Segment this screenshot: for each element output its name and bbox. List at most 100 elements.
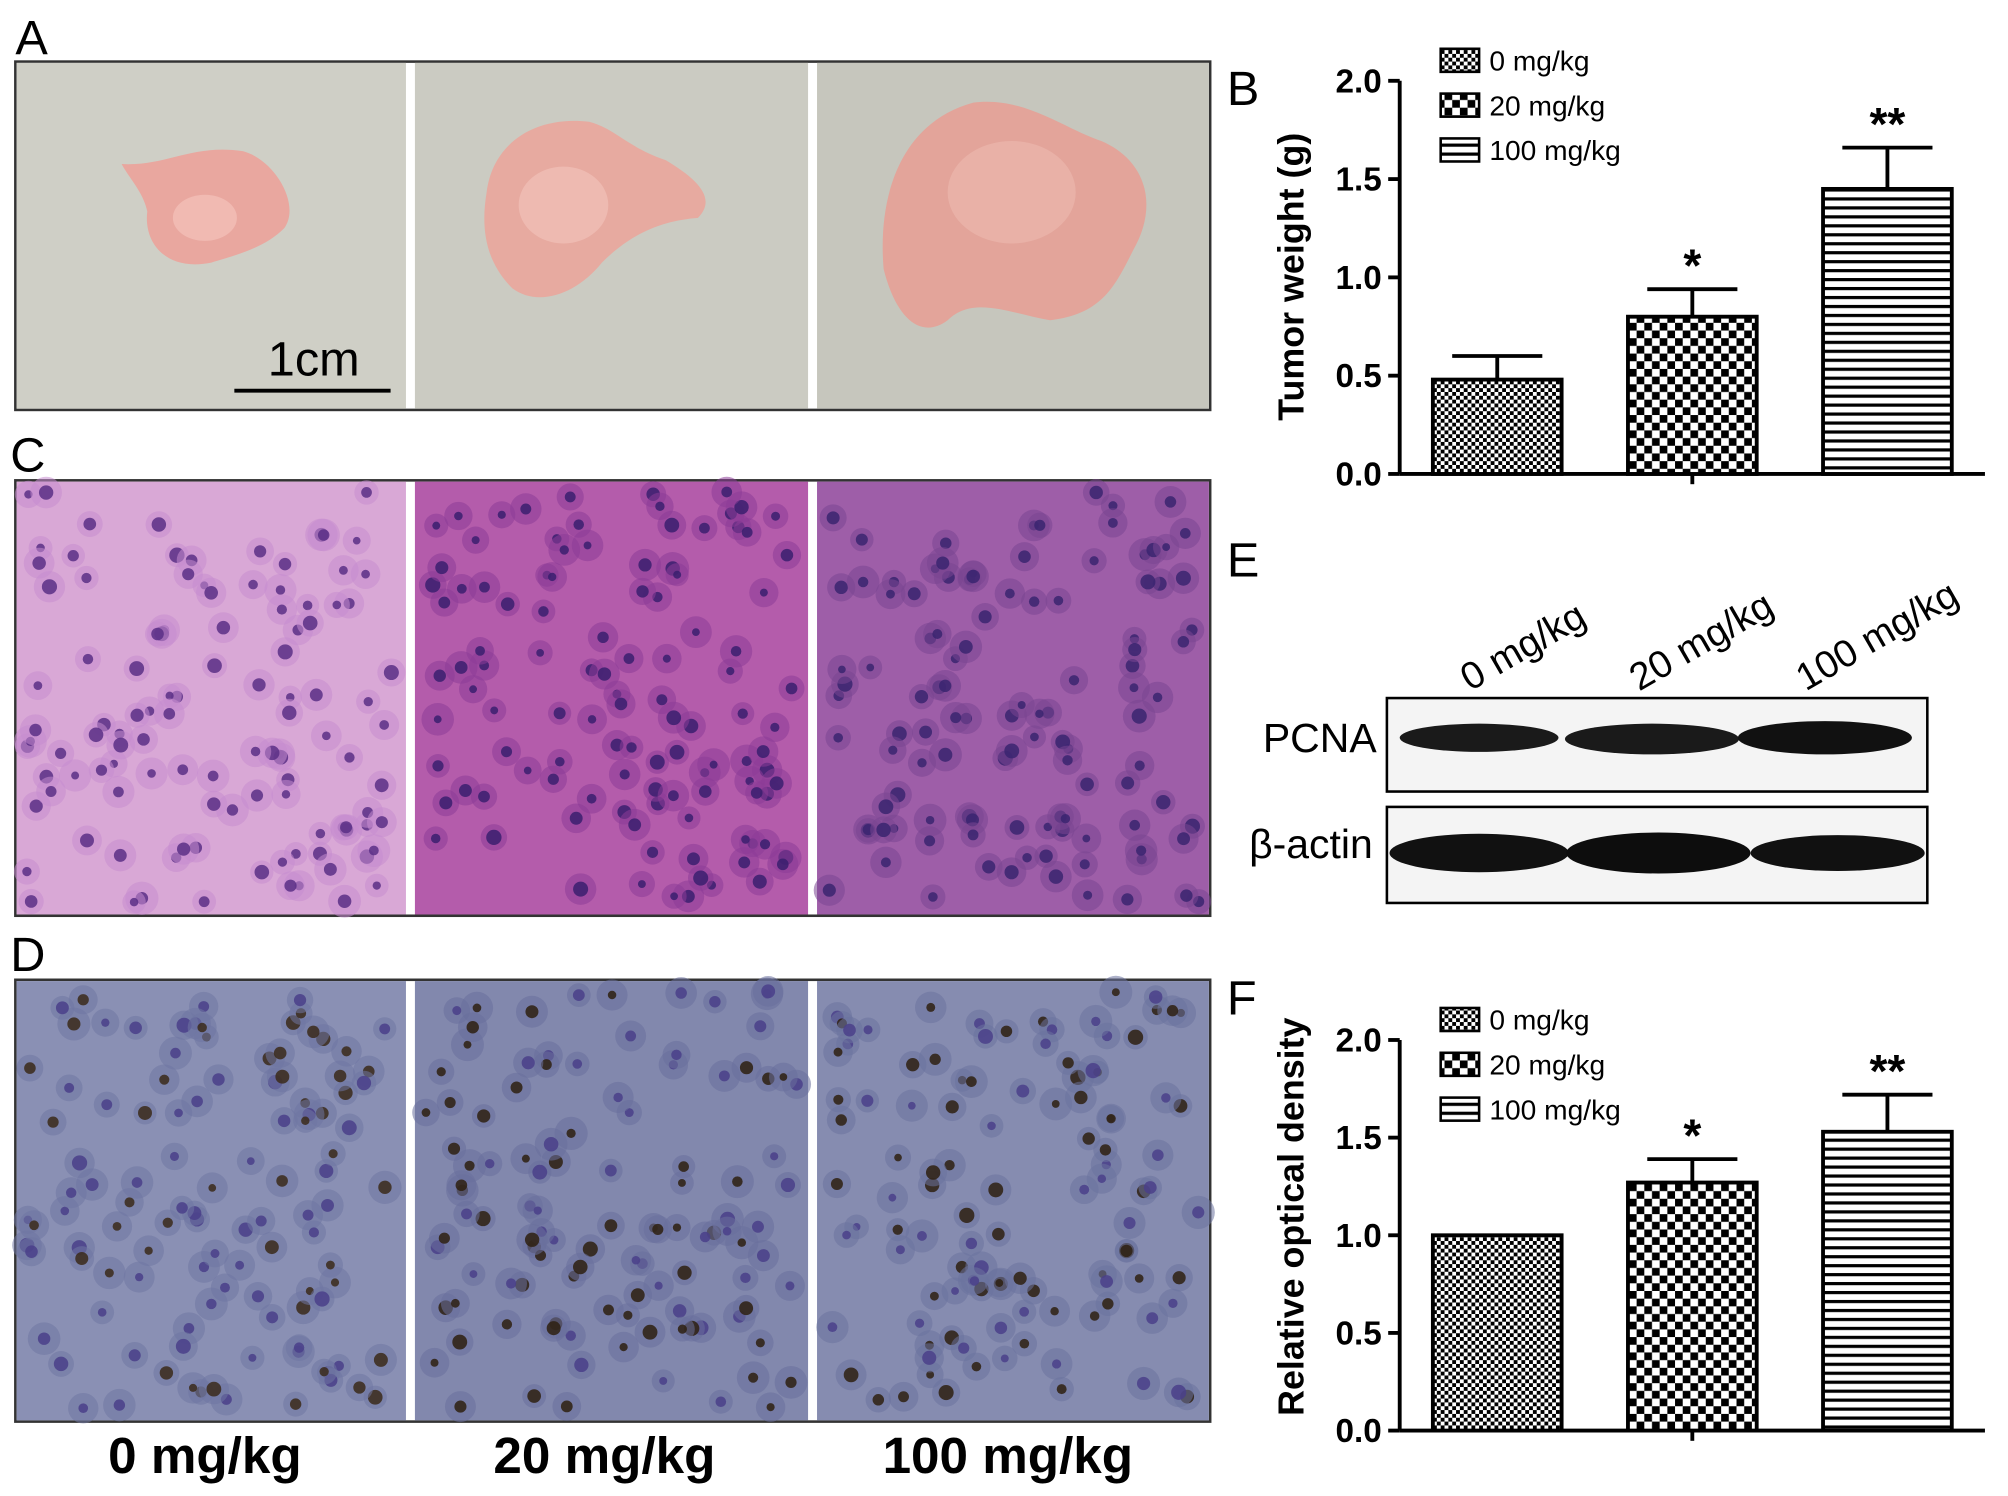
nucleus — [1168, 1298, 1178, 1308]
y-tick-label: 0.5 — [1336, 358, 1382, 395]
nucleus — [472, 1003, 482, 1013]
nucleus — [439, 796, 453, 810]
panel-label: B — [1227, 62, 1259, 116]
nucleus — [982, 860, 996, 874]
nucleus — [479, 581, 490, 593]
nucleus — [246, 1157, 255, 1165]
nucleus — [734, 499, 749, 515]
legend-label: 0 mg/kg — [1489, 1004, 1589, 1036]
legend-swatch — [1439, 92, 1481, 118]
nucleus — [833, 732, 844, 743]
nucleus — [1062, 755, 1073, 766]
nucleus — [1085, 1063, 1101, 1079]
nucleus — [1152, 1149, 1164, 1161]
nucleus — [452, 1005, 462, 1016]
nucleus — [24, 895, 38, 908]
nucleus — [104, 1268, 114, 1278]
nucleus — [321, 1198, 334, 1212]
nucleus — [1102, 1298, 1114, 1310]
nucleus — [266, 1311, 279, 1324]
significance-mark: ** — [1869, 1045, 1905, 1097]
nucleus — [559, 545, 569, 555]
legend-swatch — [1439, 1096, 1481, 1122]
nucleus — [235, 1260, 245, 1270]
nucleus — [950, 712, 962, 724]
nucleus — [755, 1338, 765, 1348]
nucleus — [151, 627, 164, 641]
nucleus — [914, 1318, 925, 1328]
nucleus — [363, 697, 373, 707]
nucleus — [1128, 643, 1142, 657]
bar — [1821, 1129, 1954, 1433]
nucleus — [732, 1176, 743, 1187]
nucleus — [368, 845, 379, 856]
nucleus — [471, 536, 480, 545]
nucleus — [833, 1047, 843, 1057]
nucleus — [131, 1177, 143, 1188]
nucleus — [129, 1021, 142, 1035]
nucleus — [638, 558, 652, 572]
nucleus — [1121, 893, 1134, 906]
panel-label: E — [1227, 533, 1259, 587]
nucleus — [547, 773, 559, 785]
nucleus — [863, 1025, 873, 1035]
nucleus — [250, 746, 261, 757]
nucleus — [464, 1160, 475, 1171]
nucleus — [876, 822, 891, 838]
nucleus — [761, 984, 776, 999]
nucleus — [1079, 1184, 1090, 1195]
nucleus — [490, 706, 499, 715]
nucleus — [830, 1178, 843, 1191]
nucleus — [1039, 849, 1053, 863]
nucleus — [834, 580, 848, 595]
nucleus — [572, 1059, 583, 1069]
nucleus — [523, 766, 532, 775]
nucleus — [485, 1158, 495, 1169]
nucleus — [958, 640, 973, 654]
nucleus — [113, 786, 124, 798]
nucleus — [162, 1217, 173, 1228]
nucleus — [738, 856, 751, 869]
nucleus — [264, 1240, 279, 1255]
column-label: 100 mg/kg — [883, 1427, 1134, 1484]
nucleus — [137, 733, 150, 746]
nucleus — [1161, 1093, 1171, 1103]
nucleus — [555, 756, 565, 767]
nucleus — [1166, 1005, 1179, 1017]
lane-label: 0 mg/kg — [1453, 594, 1593, 700]
nucleus — [978, 610, 992, 624]
nucleus — [888, 745, 898, 755]
nucleus — [191, 1095, 203, 1108]
nucleus — [433, 715, 442, 724]
nucleus — [750, 787, 763, 799]
nucleus — [569, 811, 583, 825]
nucleus — [444, 1096, 456, 1109]
nucleus — [966, 1076, 977, 1087]
nucleus — [1004, 588, 1015, 599]
nucleus — [273, 1046, 287, 1060]
nucleus — [929, 1291, 939, 1301]
nucleus — [53, 1356, 69, 1372]
nucleus — [341, 1046, 352, 1057]
nucleus — [566, 1128, 576, 1138]
nucleus — [908, 1101, 916, 1110]
nucleus — [60, 1206, 70, 1216]
nucleus — [929, 1053, 941, 1065]
nucleus — [1060, 813, 1071, 824]
y-tick-label: 1.0 — [1336, 260, 1382, 297]
nucleus — [373, 1352, 388, 1367]
nucleus — [436, 1067, 446, 1077]
nucleus — [1125, 658, 1140, 673]
nucleus — [693, 870, 709, 886]
nucleus — [855, 533, 868, 546]
nucleus — [1004, 865, 1019, 880]
nucleus — [302, 615, 318, 631]
nucleus — [438, 596, 451, 609]
nucleus — [372, 881, 381, 890]
nucleus — [463, 1040, 472, 1049]
nucleus — [1019, 1306, 1030, 1317]
nucleus — [843, 1023, 856, 1037]
nucleus — [536, 648, 545, 657]
nucleus — [776, 858, 789, 871]
nucleus — [421, 1108, 431, 1117]
